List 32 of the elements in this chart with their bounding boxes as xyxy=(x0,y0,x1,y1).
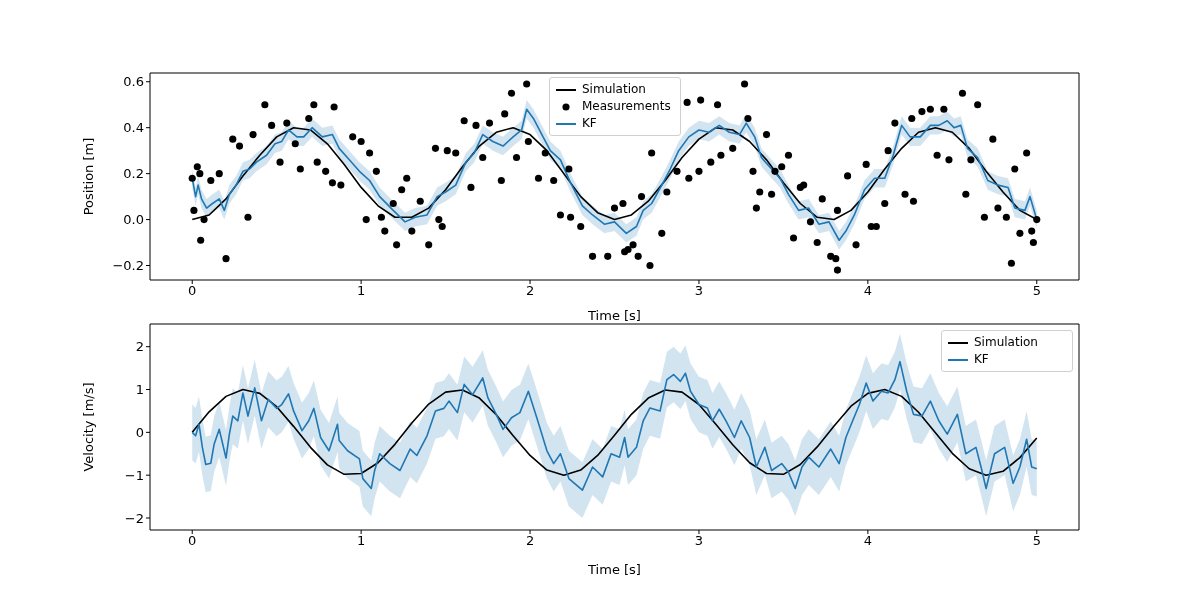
y-tick-label: 0.6 xyxy=(123,74,144,90)
y-tick-label: 0 xyxy=(135,424,144,440)
x-axis-title: Time [s] xyxy=(587,308,641,323)
x-tick-label: 3 xyxy=(694,283,704,299)
y-tick-label: −0.2 xyxy=(112,258,144,274)
y-axis-title: Position [m] xyxy=(80,137,96,216)
x-tick-label: 5 xyxy=(1032,533,1041,549)
y-tick-label: 0.2 xyxy=(123,166,144,182)
x-tick-label: 2 xyxy=(525,533,535,549)
x-tick-label: 1 xyxy=(357,533,366,549)
x-tick-label: 4 xyxy=(863,283,872,299)
legend-label: Simulation xyxy=(974,334,1038,351)
legend-label: KF xyxy=(974,351,989,368)
x-tick-label: 1 xyxy=(357,283,366,299)
x-tick-label: 2 xyxy=(525,283,535,299)
x-axis-title: Time [s] xyxy=(587,562,641,577)
x-tick-label: 0 xyxy=(188,533,197,549)
y-tick-label: 0.0 xyxy=(123,212,144,228)
x-tick-label: 5 xyxy=(1032,283,1041,299)
y-tick-label: 2 xyxy=(135,339,144,355)
legend-label: KF xyxy=(582,115,597,132)
y-axis-title: Velocity [m/s] xyxy=(80,382,96,472)
y-tick-label: 0.4 xyxy=(123,120,144,136)
x-tick-label: 3 xyxy=(694,533,704,549)
y-tick-label: −2 xyxy=(124,510,144,526)
y-tick-label: −1 xyxy=(124,467,144,483)
x-tick-label: 4 xyxy=(863,533,872,549)
x-tick-label: 0 xyxy=(188,283,197,299)
legend-label: Simulation xyxy=(582,81,646,98)
line-series xyxy=(191,388,1038,476)
y-tick-label: 1 xyxy=(135,382,144,398)
legend-label: Measurements xyxy=(582,98,671,115)
